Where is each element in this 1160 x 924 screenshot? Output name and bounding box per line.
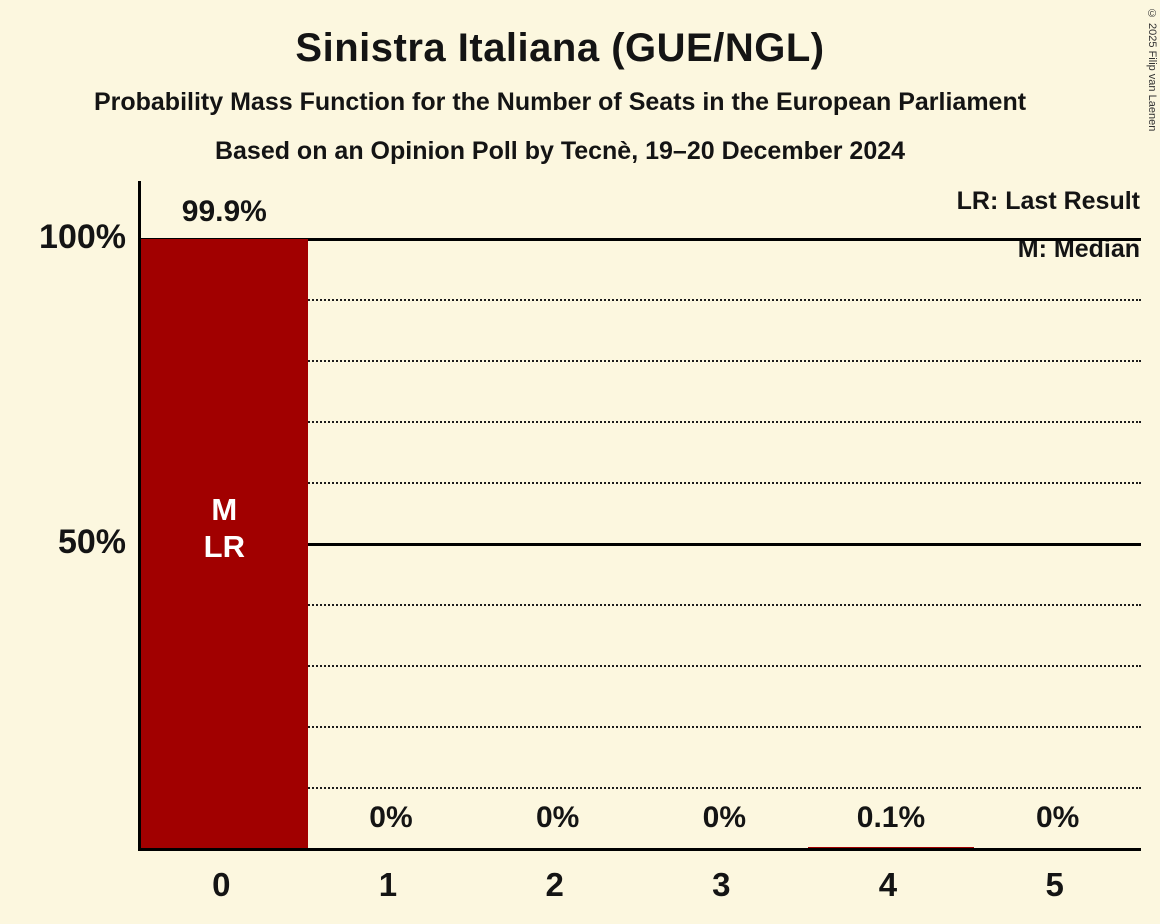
x-tick-label: 3	[712, 866, 731, 903]
gridline-70	[141, 421, 1141, 423]
value-label: 0%	[1035, 801, 1080, 834]
plot-area: M LR 99.9% 0% 0% 0% 0.1% 0%	[138, 181, 1141, 851]
bar-annotation: LR	[203, 528, 245, 564]
gridline-40	[141, 604, 1141, 606]
major-gridline-100	[141, 238, 1141, 241]
chart-subtitle: Probability Mass Function for the Number…	[93, 88, 1027, 116]
bar-seats-0: M LR	[141, 238, 308, 848]
major-gridline-50	[141, 543, 1141, 546]
x-tick-label: 1	[378, 866, 398, 903]
bar-annotation: M	[211, 491, 238, 527]
gridline-10	[141, 787, 1141, 789]
gridline-30	[141, 665, 1141, 667]
y-axis-label-50: 50%	[57, 523, 126, 561]
chart-title: Sinistra Italiana (GUE/NGL)	[295, 26, 825, 70]
value-label: 0%	[369, 801, 413, 834]
gridline-90	[141, 299, 1141, 301]
value-label: 0%	[535, 801, 580, 834]
legend-last-result: LR: Last Result	[956, 187, 1140, 215]
copyright-notice: © 2025 Filip van Laenen	[1146, 8, 1158, 132]
gridline-80	[141, 360, 1141, 362]
value-label: 0%	[702, 801, 746, 834]
value-label: 0.1%	[856, 801, 926, 834]
gridline-60	[141, 482, 1141, 484]
x-axis: 0 1 2 3 4 5	[138, 866, 1138, 916]
x-tick-label: 0	[212, 866, 231, 903]
x-tick-label: 2	[545, 866, 564, 903]
x-tick-label: 5	[1045, 866, 1064, 903]
gridline-20	[141, 726, 1141, 728]
value-label: 99.9%	[181, 194, 267, 228]
bar-seats-4	[807, 847, 975, 848]
chart-subtitle-poll: Based on an Opinion Poll by Tecnè, 19–20…	[214, 137, 906, 165]
x-tick-label: 4	[878, 866, 898, 903]
bar-annotations: M LR	[141, 491, 308, 565]
y-axis-label-100: 100%	[39, 218, 126, 256]
